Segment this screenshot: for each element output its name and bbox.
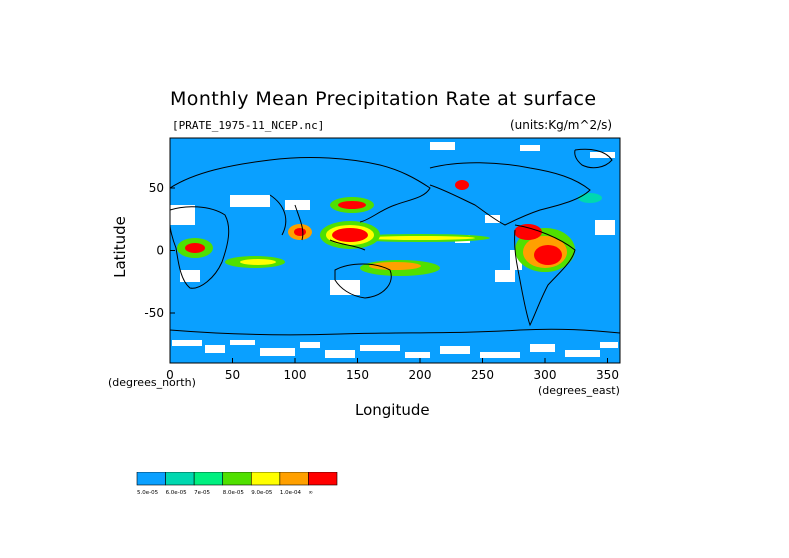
chart-title: Monthly Mean Precipitation Rate at surfa… [170, 88, 597, 110]
x-tick-label: 250 [471, 368, 494, 382]
colorbar-label: 7e-05 [194, 490, 210, 496]
x-axis-label: Longitude [355, 401, 430, 419]
x-tick-label: 0 [166, 368, 174, 382]
x-tick-label: 100 [284, 368, 307, 382]
colorbar-swatch [222, 472, 252, 486]
colorbar-label: 1.0e-04 [280, 490, 302, 496]
colorbar-swatch [193, 472, 224, 486]
units-label: (units:Kg/m^2/s) [510, 118, 613, 132]
axis-ticks: 0 50 100 150 200 250 300 350 50 0 -50 [144, 181, 619, 382]
y-tick-label: 0 [156, 244, 164, 258]
colorbar-label: ∞ [308, 490, 313, 496]
colorbar-swatch [136, 472, 166, 486]
x-tick-label: 200 [409, 368, 432, 382]
x-axis-units: (degrees_east) [538, 384, 620, 397]
x-tick-label: 150 [346, 368, 369, 382]
source-file-label: [PRATE_1975-11_NCEP.nc] [172, 119, 325, 132]
colorbar-label: 9.0e-05 [251, 490, 273, 496]
precipitation-field [177, 180, 602, 276]
colorbar-label: 6.0e-05 [166, 490, 188, 496]
x-tick-label: 300 [534, 368, 557, 382]
colorbar-label: 8.0e-05 [223, 490, 245, 496]
colorbar-swatch [165, 472, 195, 486]
y-axis-units: (degrees_north) [108, 376, 196, 389]
colorbar-swatch [279, 472, 309, 486]
missing-data-patches [170, 142, 618, 358]
coastlines [169, 148, 621, 336]
colorbar-swatch [250, 472, 281, 486]
x-tick-label: 50 [225, 368, 240, 382]
colorbar-swatch [308, 472, 338, 486]
colorbar-label: 5.0e-05 [137, 490, 159, 496]
x-tick-label: 350 [596, 368, 619, 382]
y-tick-label: 50 [149, 181, 164, 195]
colorbar: 5.0e-05 6.0e-05 7e-05 8.0e-05 9.0e-05 1.0e-04… [136, 472, 338, 496]
y-tick-label: -50 [144, 306, 164, 320]
